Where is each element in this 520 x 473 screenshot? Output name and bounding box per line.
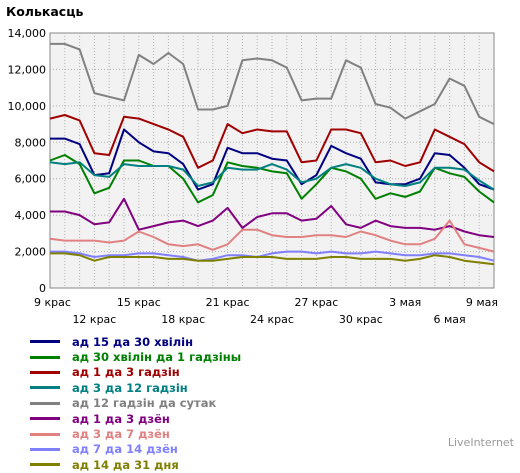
legend-label: ад 7 да 14 дзён — [72, 442, 178, 457]
legend-item-8: ад 7 да 14 дзён — [30, 442, 241, 457]
legend-item-2: ад 30 хвілін да 1 гадзіны — [30, 349, 241, 364]
y-tick-label: 10,000 — [8, 100, 47, 113]
legend-item-4: ад 3 да 12 гадзін — [30, 380, 241, 395]
axis-layer: 0 2,000 4,000 6,000 8,000 10,000 12,000 14,000 9… — [8, 27, 499, 326]
legend-label: ад 15 да 30 хвілін — [72, 334, 194, 349]
x-tick-label: 24 крас — [250, 313, 294, 326]
series-line-9 — [50, 252, 495, 266]
x-tick-label: 30 крас — [339, 313, 383, 326]
y-tick-label: 12,000 — [8, 63, 47, 76]
series-line-7 — [49, 219, 495, 253]
x-tick-label: 18 крас — [161, 313, 205, 326]
legend-item-5: ад 12 гадзін да сутак — [30, 396, 241, 411]
x-tick-label: 9 крас — [34, 296, 71, 309]
line-chart: Колькасць 0 2,000 4,000 6,000 8,000 10,000 12,… — [6, 4, 499, 326]
x-tick-label: 27 крас — [294, 296, 338, 309]
legend-swatch — [30, 401, 60, 405]
legend-swatch — [30, 370, 60, 374]
y-tick-label: 2,000 — [15, 246, 47, 259]
series-line-6 — [50, 197, 495, 238]
brand-label: LiveInternet — [447, 436, 514, 449]
x-tick-label: 6 мая — [434, 313, 466, 326]
series-line-5 — [50, 42, 495, 125]
y-tick-label: 0 — [39, 282, 46, 295]
y-tick-label: 4,000 — [15, 209, 47, 222]
series-line-3 — [49, 114, 495, 173]
series-layer — [49, 42, 495, 266]
legend-swatch — [30, 447, 60, 451]
y-tick-label: 8,000 — [15, 136, 47, 149]
series-line-1 — [50, 128, 495, 191]
x-tick-label: 15 крас — [117, 296, 161, 309]
legend-item-1: ад 15 да 30 хвілін — [30, 334, 241, 349]
legend-item-7: ад 3 да 7 дзён — [30, 426, 241, 441]
legend-swatch — [30, 386, 60, 390]
series-line-2 — [49, 154, 495, 204]
x-tick-label: 12 крас — [72, 313, 116, 326]
legend-label: ад 1 да 3 дзён — [72, 411, 170, 426]
legend-item-6: ад 1 да 3 дзён — [30, 411, 241, 426]
legend: ад 15 да 30 хвілін ад 30 хвілін да 1 гадз… — [30, 334, 241, 473]
legend-label: ад 3 да 7 дзён — [72, 427, 170, 442]
legend-swatch — [30, 340, 60, 344]
grid-layer — [50, 33, 494, 288]
legend-item-9: ад 14 да 31 дня — [30, 457, 241, 472]
legend-label: ад 14 да 31 дня — [72, 457, 179, 472]
legend-label: ад 1 да 3 гадзін — [72, 365, 180, 380]
x-tick-label: 3 мая — [389, 296, 421, 309]
legend-swatch — [30, 355, 60, 359]
series-line-4 — [49, 161, 495, 191]
y-tick-label: 6,000 — [15, 173, 47, 186]
x-tick-label: 21 крас — [206, 296, 250, 309]
y-tick-label: 14,000 — [8, 27, 47, 40]
x-tick-label: 9 мая — [466, 296, 498, 309]
legend-swatch — [30, 417, 60, 421]
legend-item-3: ад 1 да 3 гадзін — [30, 365, 241, 380]
legend-label: ад 12 гадзін да сутак — [72, 396, 217, 411]
legend-swatch — [30, 463, 60, 467]
chart-title: Колькасць — [6, 4, 83, 19]
series-line-8 — [50, 250, 495, 262]
legend-swatch — [30, 432, 60, 436]
legend-label: ад 3 да 12 гадзін — [72, 380, 188, 395]
legend-label: ад 30 хвілін да 1 гадзіны — [72, 350, 242, 365]
